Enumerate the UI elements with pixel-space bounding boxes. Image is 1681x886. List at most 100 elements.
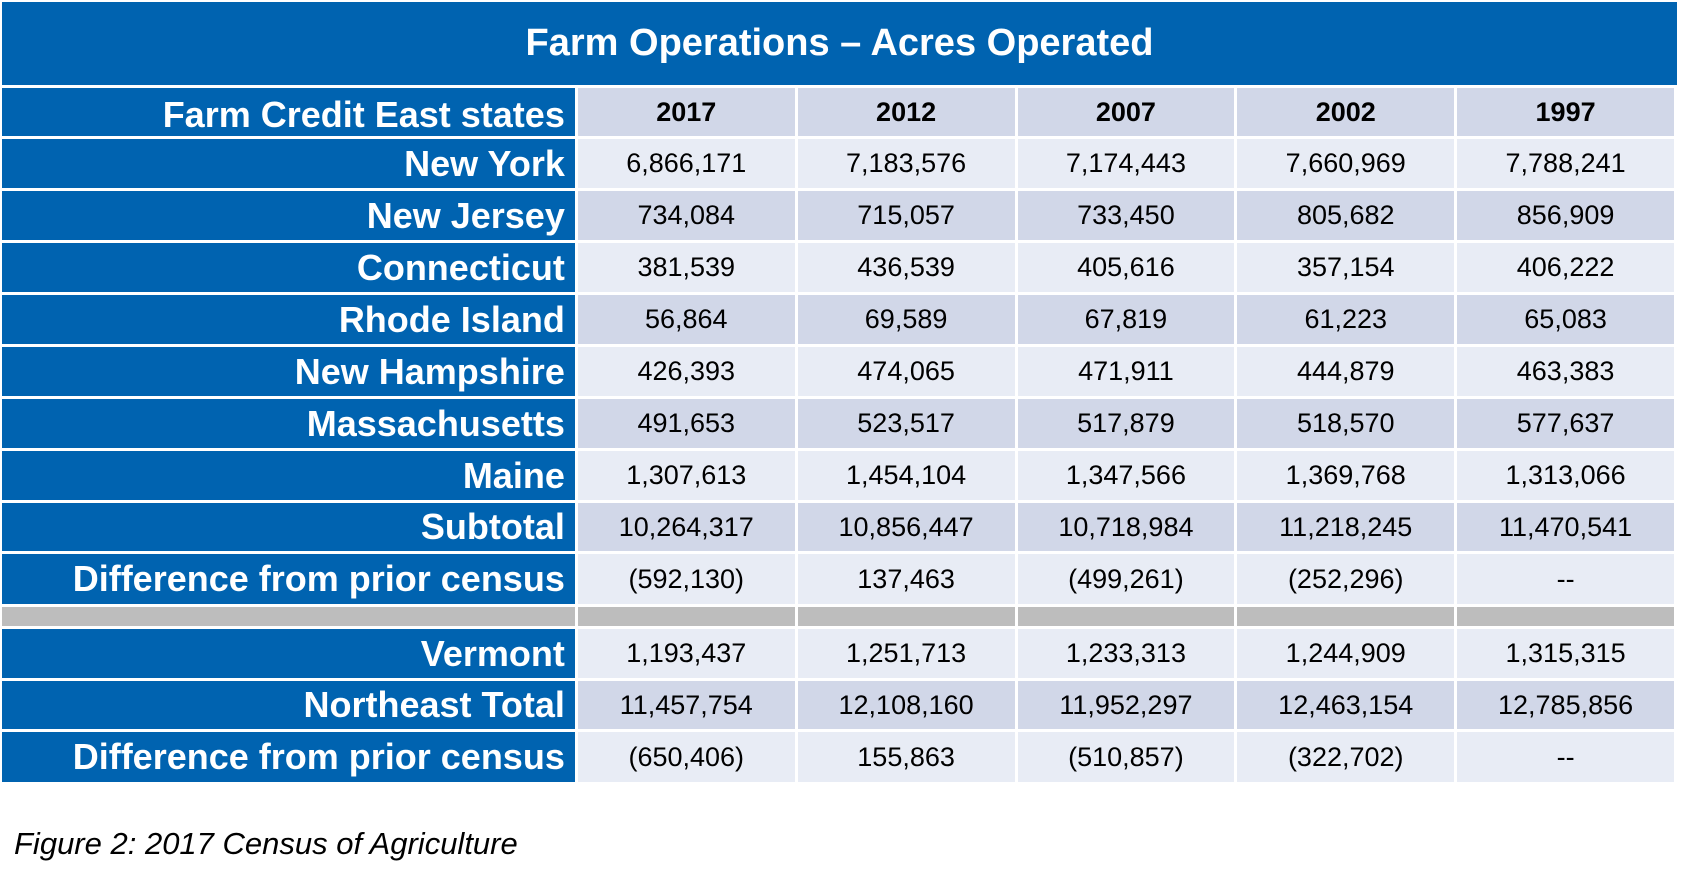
table-cell: 1,233,313 (1017, 629, 1238, 681)
table-cell: 523,517 (797, 399, 1018, 451)
row-label: New Hampshire (2, 347, 578, 399)
year-header: 2007 (1017, 88, 1238, 139)
table-cell: 474,065 (797, 347, 1018, 399)
table-cell: 733,450 (1017, 191, 1238, 243)
table-cell: 7,660,969 (1237, 139, 1458, 191)
table-cell: 517,879 (1017, 399, 1238, 451)
table-cell: 11,218,245 (1237, 503, 1458, 554)
row-label: Subtotal (2, 503, 578, 554)
row-label: Maine (2, 451, 578, 503)
year-header: 2002 (1237, 88, 1458, 139)
difference-row: Difference from prior census (650,406) 1… (2, 732, 1677, 785)
table-cell: 715,057 (797, 191, 1018, 243)
separator-row (2, 607, 1677, 629)
table-cell: 381,539 (577, 243, 798, 295)
table-cell: 11,470,541 (1457, 503, 1677, 554)
table-row: New York 6,866,171 7,183,576 7,174,443 7… (2, 139, 1677, 191)
table-cell: 406,222 (1457, 243, 1677, 295)
year-header: 2012 (797, 88, 1018, 139)
header-row: Farm Credit East states 2017 2012 2007 2… (2, 88, 1677, 139)
table-cell: 805,682 (1237, 191, 1458, 243)
table-cell: 1,307,613 (577, 451, 798, 503)
table-cell: 518,570 (1237, 399, 1458, 451)
table-cell: 444,879 (1237, 347, 1458, 399)
row-label: New Jersey (2, 191, 578, 243)
table-row: New Jersey 734,084 715,057 733,450 805,6… (2, 191, 1677, 243)
table-cell: 155,863 (797, 732, 1018, 785)
table-cell: (252,296) (1237, 554, 1458, 607)
table-cell: 69,589 (797, 295, 1018, 347)
table-cell: 10,264,317 (577, 503, 798, 554)
table-cell: 6,866,171 (577, 139, 798, 191)
table-cell: 12,785,856 (1457, 681, 1677, 732)
row-label: Massachusetts (2, 399, 578, 451)
table-cell: 1,315,315 (1457, 629, 1677, 681)
row-label: Difference from prior census (2, 732, 578, 785)
table-cell: 463,383 (1457, 347, 1677, 399)
table-row: Massachusetts 491,653 523,517 517,879 51… (2, 399, 1677, 451)
table-cell: 1,369,768 (1237, 451, 1458, 503)
table-cell: 10,718,984 (1017, 503, 1238, 554)
table-cell: (592,130) (577, 554, 798, 607)
table-cell: 56,864 (577, 295, 798, 347)
table-cell: 7,174,443 (1017, 139, 1238, 191)
table-cell: -- (1457, 732, 1677, 785)
row-label: Rhode Island (2, 295, 578, 347)
separator-cell (577, 607, 798, 629)
table-cell: 426,393 (577, 347, 798, 399)
row-label: Connecticut (2, 243, 578, 295)
table-cell: 436,539 (797, 243, 1018, 295)
separator-cell (1017, 607, 1238, 629)
table-cell: 405,616 (1017, 243, 1238, 295)
total-row: Northeast Total 11,457,754 12,108,160 11… (2, 681, 1677, 732)
table-cell: 1,313,066 (1457, 451, 1677, 503)
separator-cell (797, 607, 1018, 629)
table-cell: 734,084 (577, 191, 798, 243)
table-row: Maine 1,307,613 1,454,104 1,347,566 1,36… (2, 451, 1677, 503)
table-cell: 1,193,437 (577, 629, 798, 681)
table-cell: 65,083 (1457, 295, 1677, 347)
separator-cell (1457, 607, 1677, 629)
table-cell: 1,244,909 (1237, 629, 1458, 681)
table-cell: 1,454,104 (797, 451, 1018, 503)
table-cell: 61,223 (1237, 295, 1458, 347)
table-cell: (322,702) (1237, 732, 1458, 785)
table-cell: 471,911 (1017, 347, 1238, 399)
row-label: Northeast Total (2, 681, 578, 732)
table-row: New Hampshire 426,393 474,065 471,911 44… (2, 347, 1677, 399)
table-cell: 10,856,447 (797, 503, 1018, 554)
table-cell: 357,154 (1237, 243, 1458, 295)
table-cell: 1,251,713 (797, 629, 1018, 681)
year-header: 1997 (1457, 88, 1677, 139)
table-row: Rhode Island 56,864 69,589 67,819 61,223… (2, 295, 1677, 347)
table-cell: (510,857) (1017, 732, 1238, 785)
table-row: Connecticut 381,539 436,539 405,616 357,… (2, 243, 1677, 295)
row-label: New York (2, 139, 578, 191)
table-cell: 491,653 (577, 399, 798, 451)
table-cell: 7,183,576 (797, 139, 1018, 191)
table-cell: 12,463,154 (1237, 681, 1458, 732)
table-cell: 137,463 (797, 554, 1018, 607)
table-cell: 577,637 (1457, 399, 1677, 451)
separator-cell (2, 607, 578, 629)
separator-cell (1237, 607, 1458, 629)
table-cell: (499,261) (1017, 554, 1238, 607)
header-label: Farm Credit East states (2, 88, 578, 139)
table-row: Vermont 1,193,437 1,251,713 1,233,313 1,… (2, 629, 1677, 681)
row-label: Difference from prior census (2, 554, 578, 607)
table-cell: 856,909 (1457, 191, 1677, 243)
table-cell: -- (1457, 554, 1677, 607)
table-title: Farm Operations – Acres Operated (2, 2, 1677, 85)
figure-caption: Figure 2: 2017 Census of Agriculture (14, 826, 518, 861)
table-cell: (650,406) (577, 732, 798, 785)
table-cell: 12,108,160 (797, 681, 1018, 732)
table-cell: 1,347,566 (1017, 451, 1238, 503)
subtotal-row: Subtotal 10,264,317 10,856,447 10,718,98… (2, 503, 1677, 554)
table-cell: 7,788,241 (1457, 139, 1677, 191)
row-label: Vermont (2, 629, 578, 681)
difference-row: Difference from prior census (592,130) 1… (2, 554, 1677, 607)
year-header: 2017 (577, 88, 798, 139)
acres-table: Farm Credit East states 2017 2012 2007 2… (2, 88, 1677, 785)
table-cell: 11,457,754 (577, 681, 798, 732)
table-cell: 67,819 (1017, 295, 1238, 347)
